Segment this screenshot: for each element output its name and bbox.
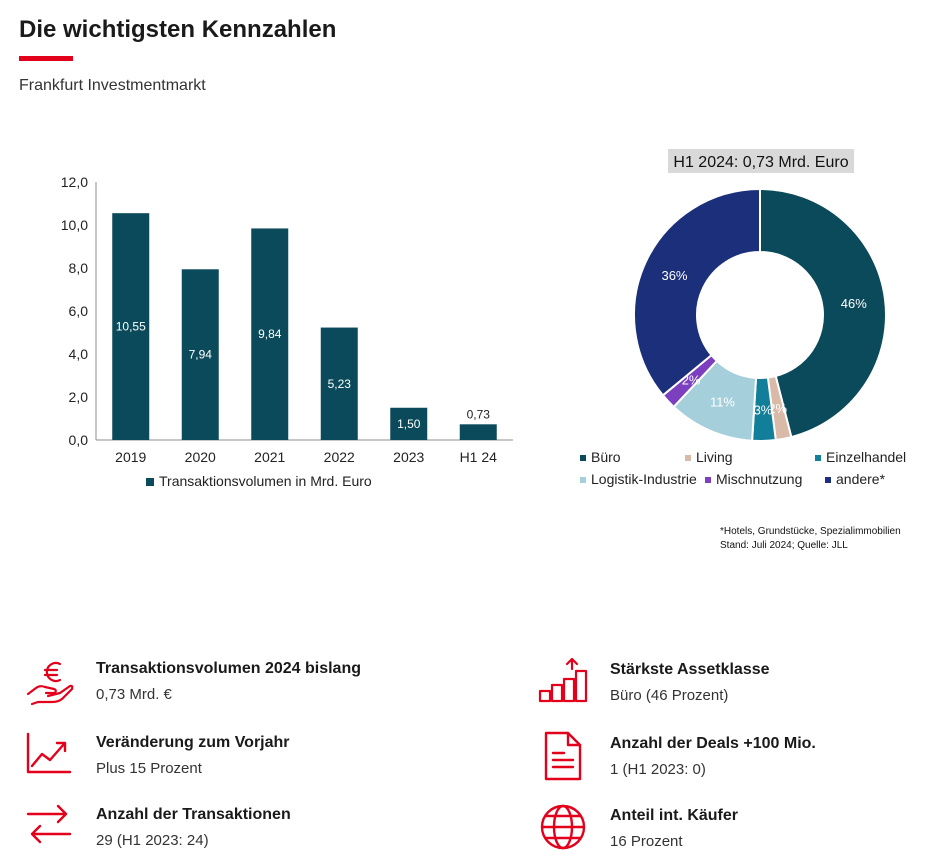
kpi-value: Büro (46 Prozent)	[610, 687, 729, 704]
legend-swatch	[685, 455, 691, 461]
footnote-line-1: *Hotels, Grundstücke, Spezialimmobilien	[720, 526, 901, 537]
legend-label: Living	[696, 449, 733, 465]
legend-label: Mischnutzung	[716, 471, 802, 487]
y-tick-label: 12,0	[61, 174, 88, 190]
legend-swatch	[146, 478, 154, 486]
x-tick-label: H1 24	[460, 449, 498, 465]
legend-swatch	[815, 455, 821, 461]
bar	[181, 269, 219, 440]
legend-swatch	[580, 455, 586, 461]
kpi-value: Plus 15 Prozent	[96, 760, 202, 777]
kpi-label: Transaktionsvolumen 2024 bislang	[96, 660, 361, 677]
bar-value-label: 1,50	[397, 417, 421, 431]
bar	[390, 407, 428, 440]
donut-slice	[759, 187, 887, 439]
y-tick-label: 6,0	[69, 303, 89, 319]
legend-swatch	[580, 477, 586, 483]
bar-growth-icon	[538, 657, 588, 703]
x-tick-label: 2022	[324, 449, 355, 465]
donut-chart: H1 2024: 0,73 Mrd. Euro46%2%3%11%2%36%Bü…	[580, 149, 906, 487]
kpi-label: Anzahl der Deals +100 Mio.	[610, 735, 816, 752]
kpi-anteil-int-kaeufer: Anteil int. Käufer 16 Prozent	[538, 803, 950, 863]
x-tick-label: 2021	[254, 449, 285, 465]
y-tick-label: 10,0	[61, 217, 88, 233]
kpi-transaktionsvolumen: Transaktionsvolumen 2024 bislang 0,73 Mr…	[24, 656, 444, 716]
kpi-value: 29 (H1 2023: 24)	[96, 832, 209, 849]
bar-value-label: 9,84	[258, 327, 282, 341]
bar-value-label: 10,55	[116, 320, 146, 334]
bar-chart: 0,0 2,0 4,0 6,0 8,0 10,0 12,0 10,55 2019 7,94 2020…	[61, 174, 513, 489]
bar	[251, 228, 289, 440]
legend-label: Logistik-Industrie	[591, 471, 697, 487]
globe-icon	[540, 804, 586, 850]
donut-slice	[633, 187, 761, 397]
y-tick-label: 0,0	[69, 432, 89, 448]
kpi-anzahl-transaktionen: Anzahl der Transaktionen 29 (H1 2023: 24…	[24, 802, 444, 862]
legend-label: Büro	[591, 449, 621, 465]
kpi-label: Veränderung zum Vorjahr	[96, 734, 290, 751]
legend-label: andere*	[836, 471, 886, 487]
kpi-anzahl-deals: Anzahl der Deals +100 Mio. 1 (H1 2023: 0…	[538, 731, 950, 791]
page-title: Die wichtigsten Kennzahlen	[19, 16, 337, 43]
kpi-value: 1 (H1 2023: 0)	[610, 761, 706, 778]
bar	[459, 424, 497, 440]
exchange-arrows-icon	[26, 804, 72, 844]
slice-label: 3%	[754, 402, 773, 417]
trend-chart-icon	[26, 732, 72, 774]
kpi-staerkste-assetklasse: Stärkste Assetklasse Büro (46 Prozent)	[538, 657, 950, 717]
kpi-value: 0,73 Mrd. €	[96, 686, 172, 703]
document-icon	[544, 731, 582, 781]
title-underline	[19, 56, 73, 61]
chart-title-box	[668, 149, 854, 173]
bar-value-label: 0,73	[467, 407, 491, 421]
kpi-label: Anteil int. Käufer	[610, 807, 739, 824]
legend-swatch	[705, 477, 711, 483]
chart-title: H1 2024: 0,73 Mrd. Euro	[673, 154, 848, 171]
bar	[320, 327, 358, 440]
footnote: *Hotels, Grundstücke, Spezialimmobilien …	[720, 525, 901, 553]
legend-label: Transaktionsvolumen in Mrd. Euro	[159, 473, 372, 489]
kpi-veraenderung: Veränderung zum Vorjahr Plus 15 Prozent	[24, 730, 444, 790]
slice-label: 36%	[661, 268, 687, 283]
y-tick-label: 4,0	[69, 346, 89, 362]
kpi-value: 16 Prozent	[610, 833, 683, 850]
bar	[112, 213, 150, 440]
bar-value-label: 5,23	[328, 377, 352, 391]
footnote-line-2: Stand: Juli 2024; Quelle: JLL	[720, 540, 848, 551]
slice-label: 46%	[841, 296, 867, 311]
legend-swatch	[825, 477, 831, 483]
y-tick-label: 2,0	[69, 389, 89, 405]
euro-hand-icon	[26, 661, 74, 706]
bar-value-label: 7,94	[189, 348, 213, 362]
legend-label: Einzelhandel	[826, 449, 906, 465]
x-tick-label: 2023	[393, 449, 424, 465]
slice-label: 11%	[710, 395, 735, 410]
x-tick-label: 2020	[185, 449, 216, 465]
y-tick-label: 8,0	[69, 260, 89, 276]
x-tick-label: 2019	[115, 449, 146, 465]
kpi-label: Stärkste Assetklasse	[610, 661, 770, 678]
kpi-label: Anzahl der Transaktionen	[96, 806, 291, 823]
page-subtitle: Frankfurt Investmentmarkt	[19, 77, 206, 94]
